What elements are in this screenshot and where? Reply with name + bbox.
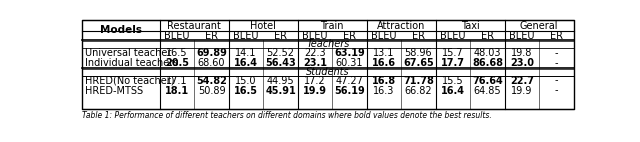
Text: ER: ER xyxy=(481,31,494,40)
Text: 17.2: 17.2 xyxy=(304,76,326,86)
Text: 17.1: 17.1 xyxy=(166,76,188,86)
Text: 15.5: 15.5 xyxy=(442,76,464,86)
Text: 15.0: 15.0 xyxy=(236,76,257,86)
Text: 60.31: 60.31 xyxy=(336,58,364,68)
Text: Train: Train xyxy=(321,20,344,31)
Text: 68.60: 68.60 xyxy=(198,58,225,68)
Text: 66.82: 66.82 xyxy=(404,86,432,96)
Text: Individual teachers: Individual teachers xyxy=(84,58,178,68)
Text: BLEU: BLEU xyxy=(234,31,259,40)
Text: -: - xyxy=(555,76,558,86)
Text: 16.5: 16.5 xyxy=(234,86,258,96)
Text: -: - xyxy=(555,86,558,96)
Text: 19.9: 19.9 xyxy=(303,86,327,96)
Text: 69.89: 69.89 xyxy=(196,48,227,58)
Text: 86.68: 86.68 xyxy=(472,58,503,68)
Text: BLEU: BLEU xyxy=(371,31,397,40)
Text: 45.91: 45.91 xyxy=(265,86,296,96)
Text: 16.4: 16.4 xyxy=(234,58,258,68)
Text: Universal teacher: Universal teacher xyxy=(84,48,171,58)
Text: 19.8: 19.8 xyxy=(511,48,532,58)
Text: BLEU: BLEU xyxy=(302,31,328,40)
Text: -: - xyxy=(555,48,558,58)
Text: 16.6: 16.6 xyxy=(372,58,396,68)
Text: 16.5: 16.5 xyxy=(166,48,188,58)
Text: 22.7: 22.7 xyxy=(510,76,534,86)
Text: Restaurant: Restaurant xyxy=(168,20,221,31)
Text: ER: ER xyxy=(274,31,287,40)
Text: 14.1: 14.1 xyxy=(236,48,257,58)
Text: Models: Models xyxy=(100,25,142,35)
Text: 16.3: 16.3 xyxy=(373,86,395,96)
Text: HRED-MTSS: HRED-MTSS xyxy=(84,86,143,96)
Text: 15.7: 15.7 xyxy=(442,48,464,58)
Text: ER: ER xyxy=(550,31,563,40)
Text: 16.4: 16.4 xyxy=(441,86,465,96)
Text: ER: ER xyxy=(343,31,356,40)
Text: 13.1: 13.1 xyxy=(373,48,395,58)
Text: 22.3: 22.3 xyxy=(304,48,326,58)
Text: 71.78: 71.78 xyxy=(403,76,434,86)
Text: 58.96: 58.96 xyxy=(404,48,432,58)
Text: 52.52: 52.52 xyxy=(266,48,294,58)
Text: 76.64: 76.64 xyxy=(472,76,503,86)
Text: HRED(No teacher): HRED(No teacher) xyxy=(84,76,174,86)
Text: 23.1: 23.1 xyxy=(303,58,327,68)
Text: Teachers: Teachers xyxy=(307,39,349,49)
Text: 16.8: 16.8 xyxy=(372,76,396,86)
Text: 17.7: 17.7 xyxy=(441,58,465,68)
Text: 44.95: 44.95 xyxy=(267,76,294,86)
Text: 56.19: 56.19 xyxy=(334,86,365,96)
Text: ER: ER xyxy=(412,31,425,40)
Text: BLEU: BLEU xyxy=(164,31,190,40)
Text: 63.19: 63.19 xyxy=(334,48,365,58)
Text: Attraction: Attraction xyxy=(377,20,426,31)
Text: Table 1: Performance of different teachers on different domains where bold value: Table 1: Performance of different teache… xyxy=(83,111,492,120)
Text: Students: Students xyxy=(306,67,350,77)
Text: -: - xyxy=(555,58,558,68)
Text: BLEU: BLEU xyxy=(440,31,466,40)
Text: BLEU: BLEU xyxy=(509,31,534,40)
Text: 50.89: 50.89 xyxy=(198,86,225,96)
Text: 67.65: 67.65 xyxy=(403,58,434,68)
Text: Hotel: Hotel xyxy=(250,20,276,31)
Text: 20.5: 20.5 xyxy=(165,58,189,68)
Text: 18.1: 18.1 xyxy=(165,86,189,96)
Text: 48.03: 48.03 xyxy=(474,48,501,58)
Text: 19.9: 19.9 xyxy=(511,86,532,96)
Text: 23.0: 23.0 xyxy=(510,58,534,68)
Text: General: General xyxy=(520,20,559,31)
Text: Taxi: Taxi xyxy=(461,20,479,31)
Bar xyxy=(83,20,573,109)
Text: ER: ER xyxy=(205,31,218,40)
Text: 54.82: 54.82 xyxy=(196,76,227,86)
Text: 47.27: 47.27 xyxy=(335,76,364,86)
Text: 64.85: 64.85 xyxy=(474,86,501,96)
Text: 56.43: 56.43 xyxy=(265,58,296,68)
